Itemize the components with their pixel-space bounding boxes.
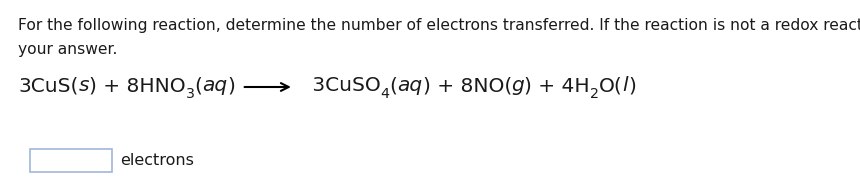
Text: 3CuS(: 3CuS( [18,76,78,95]
Text: ) + 8NO(: ) + 8NO( [422,76,512,95]
Text: O(: O( [599,76,623,95]
Text: your answer.: your answer. [18,42,117,57]
FancyBboxPatch shape [30,149,112,172]
Text: 2: 2 [590,87,599,101]
Text: ): ) [629,76,636,95]
Text: 4: 4 [380,87,390,101]
Text: (: ( [390,76,397,95]
Text: ) + 4H: ) + 4H [525,76,590,95]
Text: ) + 8HNO: ) + 8HNO [89,76,186,95]
Text: (: ( [194,76,202,95]
Text: aq: aq [202,76,228,95]
Text: l: l [623,76,629,95]
Text: aq: aq [397,76,422,95]
Text: 3CuSO: 3CuSO [306,76,380,95]
Text: g: g [512,76,525,95]
Text: ): ) [228,76,242,95]
Text: 3: 3 [186,87,194,101]
Text: s: s [78,76,89,95]
Text: For the following reaction, determine the number of electrons transferred. If th: For the following reaction, determine th… [18,18,860,33]
Text: electrons: electrons [120,153,194,168]
